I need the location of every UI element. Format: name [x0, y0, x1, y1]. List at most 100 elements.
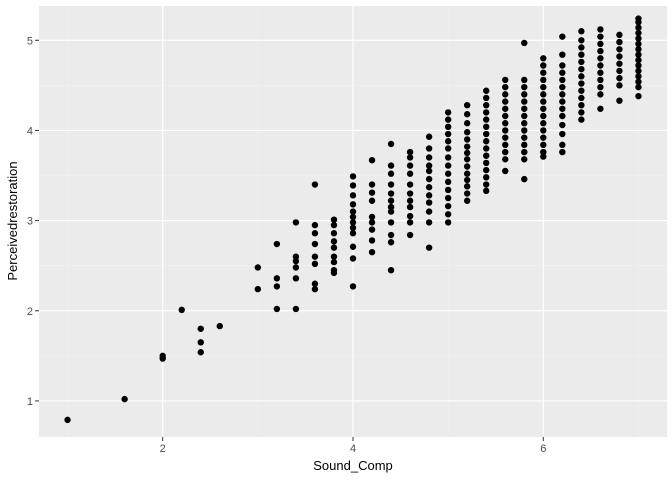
data-point: [425, 162, 433, 169]
data-points: [64, 15, 642, 424]
data-point: [502, 141, 509, 149]
data-point: [463, 190, 471, 197]
data-point: [540, 153, 547, 160]
data-point: [502, 134, 509, 141]
data-point: [425, 167, 433, 175]
data-point: [559, 76, 566, 84]
data-point: [330, 238, 338, 245]
data-point: [578, 65, 585, 73]
data-point: [387, 140, 395, 148]
data-point: [502, 98, 509, 105]
y-axis-ticks: 1 2 3 4 5: [27, 35, 39, 408]
data-point: [521, 76, 528, 84]
data-point: [540, 83, 547, 91]
data-point: [521, 127, 528, 134]
data-point: [425, 133, 433, 140]
data-point: [483, 174, 490, 181]
data-point: [540, 55, 547, 62]
data-point: [406, 170, 414, 177]
data-point: [578, 44, 585, 51]
data-point: [292, 219, 300, 226]
data-point: [483, 94, 490, 102]
data-point: [444, 145, 452, 152]
data-point: [406, 190, 414, 197]
data-point: [521, 134, 528, 141]
data-point: [578, 80, 585, 87]
data-point: [559, 83, 566, 91]
data-point: [616, 53, 623, 60]
data-point: [349, 230, 357, 237]
data-point: [616, 38, 623, 46]
data-point: [597, 47, 604, 55]
data-point: [349, 182, 357, 189]
data-point: [540, 62, 547, 69]
data-point: [502, 112, 509, 120]
data-point: [597, 83, 604, 91]
data-point: [483, 101, 490, 109]
data-point: [444, 138, 452, 145]
data-point: [635, 29, 642, 37]
data-point: [387, 181, 395, 188]
data-point: [311, 181, 319, 188]
data-point: [635, 67, 642, 75]
y-tick-label: 3: [27, 216, 33, 228]
data-point: [406, 181, 414, 188]
data-point: [616, 46, 623, 53]
data-point: [197, 339, 204, 346]
data-point: [540, 148, 547, 156]
data-point: [368, 248, 376, 256]
data-point: [483, 123, 490, 131]
data-point: [635, 56, 642, 64]
data-point: [178, 306, 185, 314]
data-point: [197, 325, 204, 332]
data-point: [311, 260, 319, 268]
data-point: [521, 141, 528, 149]
data-point: [387, 190, 395, 197]
data-point: [616, 60, 623, 67]
data-point: [635, 46, 642, 53]
data-point: [368, 213, 376, 221]
data-point: [406, 212, 414, 220]
data-point: [159, 352, 166, 360]
data-point: [349, 201, 357, 208]
data-point: [406, 203, 414, 211]
data-point: [483, 152, 490, 159]
data-point: [311, 253, 319, 260]
data-point: [425, 208, 433, 215]
data-point: [616, 74, 623, 82]
data-point: [521, 120, 528, 127]
data-point: [463, 163, 471, 170]
data-point: [597, 40, 604, 48]
data-point: [502, 148, 509, 156]
data-point: [64, 416, 71, 424]
data-point: [540, 120, 547, 127]
data-point: [635, 19, 642, 26]
data-point: [444, 109, 452, 116]
data-point: [387, 208, 395, 215]
data-point: [330, 244, 338, 251]
data-point: [540, 91, 547, 98]
data-point: [578, 73, 585, 80]
data-point: [578, 51, 585, 58]
data-point: [425, 199, 433, 206]
x-tick-label: 4: [350, 443, 356, 455]
data-point: [406, 162, 414, 169]
data-point: [578, 37, 585, 44]
data-point: [387, 231, 395, 239]
data-point: [597, 105, 604, 112]
data-point: [559, 98, 566, 105]
y-tick-label: 5: [27, 35, 33, 47]
data-point: [540, 98, 547, 105]
x-tick-label: 2: [160, 443, 166, 455]
data-point: [311, 285, 319, 293]
x-axis-title: Sound_Comp: [313, 458, 393, 473]
data-point: [578, 94, 585, 102]
data-point: [502, 83, 509, 91]
data-point: [349, 283, 357, 290]
data-point: [425, 192, 433, 199]
data-point: [521, 91, 528, 98]
data-point: [368, 226, 376, 233]
data-point: [635, 24, 642, 31]
data-point: [273, 283, 281, 290]
data-point: [311, 230, 319, 237]
